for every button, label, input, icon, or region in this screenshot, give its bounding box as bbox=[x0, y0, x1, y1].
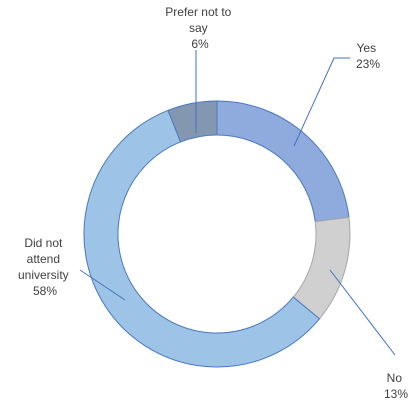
leader-no bbox=[329, 269, 396, 356]
data-label-prefer-not: Prefer not to say 6% bbox=[165, 5, 234, 51]
leader-did-not-attend bbox=[79, 269, 126, 301]
slice-yes bbox=[216, 100, 350, 223]
donut-slices bbox=[83, 100, 351, 368]
data-label-no: No 13% bbox=[384, 371, 408, 401]
data-label-yes: Yes 23% bbox=[356, 41, 380, 71]
slice-did-not-attend bbox=[83, 109, 321, 368]
leader-lines bbox=[79, 50, 396, 356]
data-label-did-not-attend: Did not attend university 58% bbox=[18, 236, 72, 298]
slice-prefer-not bbox=[167, 100, 218, 143]
leader-yes bbox=[293, 57, 350, 147]
